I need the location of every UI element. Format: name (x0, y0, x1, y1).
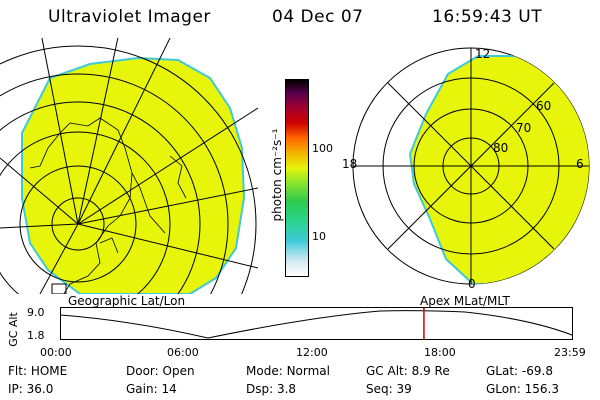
timeline-xtick-3: 18:00 (424, 346, 456, 359)
mlt-label-bottom: 0 (468, 277, 476, 291)
status-mode: Mode: Normal (246, 364, 330, 378)
status-glat: GLat: -69.8 (486, 364, 553, 378)
status-dsp: Dsp: 3.8 (246, 382, 297, 396)
status-gain: Gain: 14 (126, 382, 177, 396)
coastline-outline (29, 117, 187, 294)
mlat-label-80: 80 (493, 141, 508, 155)
mlt-label-top: 12 (475, 47, 490, 61)
geographic-image (0, 38, 258, 294)
auroral-oval-geographic (21, 56, 246, 294)
status-seq: Seq: 39 (366, 382, 412, 396)
timeline-xtick-2: 12:00 (296, 346, 328, 359)
timeline-ytick-bottom: 1.8 (27, 329, 45, 342)
timeline-xtick-1: 06:00 (167, 346, 199, 359)
status-ip: IP: 36.0 (8, 382, 54, 396)
colorbar-tick-10: 10 (312, 230, 326, 243)
time-readout: 16:59:43 UT (432, 7, 543, 27)
mlat-label-70: 70 (516, 121, 531, 135)
lat-lon-grid (0, 38, 258, 294)
status-glon: GLon: 156.3 (486, 382, 559, 396)
timeline-ytick-top: 9.0 (27, 306, 45, 319)
magnetic-panel-label: Apex MLat/MLT (420, 294, 510, 308)
status-flt: Flt: HOME (8, 364, 68, 378)
mlat-grid (353, 48, 589, 284)
timeline-frame (60, 307, 573, 340)
timeline-plot (60, 307, 573, 340)
colorbar-unit-label-wrap: photon cm⁻²s⁻¹ (268, 78, 284, 276)
timeline-xtick-0: 00:00 (40, 346, 72, 359)
mlt-label-right: 6 (576, 157, 584, 171)
app-title: Ultraviolet Imager (48, 7, 211, 27)
status-door: Door: Open (126, 364, 195, 378)
geographic-panel-label: Geographic Lat/Lon (68, 294, 186, 308)
colorbar-unit-label: photon cm⁻²s⁻¹ (270, 128, 284, 222)
colorbar (285, 79, 309, 277)
colorbar-tick-100: 100 (312, 142, 333, 155)
date-readout: 04 Dec 07 (272, 7, 364, 27)
status-gc-alt: GC Alt: 8.9 Re (366, 364, 450, 378)
timeline-ylabel: GC Alt (6, 312, 20, 347)
magnetic-image: 12 18 6 0 60 70 80 (342, 47, 590, 291)
mlt-label-left: 18 (342, 157, 357, 171)
timeline-xtick-4: 23:59 (554, 346, 586, 359)
mlat-label-60: 60 (536, 99, 551, 113)
altitude-curve (60, 310, 573, 339)
